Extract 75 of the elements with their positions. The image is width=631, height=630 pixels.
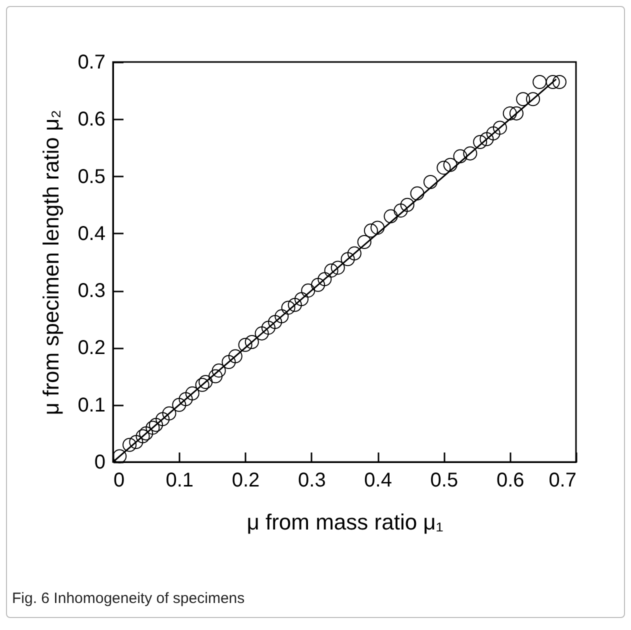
point	[222, 354, 236, 370]
y-tick-label: 0.2	[78, 337, 106, 360]
y-tick-label: 0.1	[78, 394, 106, 416]
point	[473, 134, 488, 150]
point	[139, 426, 154, 440]
x-tick-label: 0	[114, 470, 125, 492]
point	[347, 246, 362, 260]
point	[122, 438, 137, 452]
point	[244, 334, 259, 350]
point	[301, 284, 316, 298]
point	[492, 120, 507, 135]
point	[423, 174, 438, 190]
x-tick-label: 0.2	[232, 470, 260, 492]
point	[172, 398, 186, 412]
point	[546, 74, 560, 90]
point	[330, 260, 345, 275]
point	[394, 204, 408, 218]
point	[178, 392, 193, 406]
point	[436, 160, 451, 175]
point	[502, 106, 517, 120]
point	[486, 126, 500, 140]
point	[311, 278, 326, 292]
point	[400, 198, 414, 212]
point	[198, 374, 213, 390]
x-tick-label: 0.5	[430, 470, 458, 492]
point	[129, 434, 144, 450]
y-tick-label: 0.3	[78, 280, 106, 302]
y-tick-label: 0	[94, 452, 106, 474]
point	[509, 106, 524, 120]
y-tick-label: 0.5	[78, 166, 106, 188]
point	[136, 429, 150, 444]
point	[516, 92, 530, 106]
point	[228, 349, 242, 364]
point	[526, 92, 540, 106]
point	[274, 309, 289, 324]
point	[185, 386, 200, 400]
point	[480, 132, 494, 146]
point	[463, 146, 478, 160]
x-tick-label: 0.3	[298, 470, 326, 492]
point	[357, 234, 372, 250]
point	[162, 406, 176, 420]
point	[148, 418, 164, 432]
point	[364, 224, 378, 238]
x-tick-label: 0.6	[496, 470, 524, 492]
point	[208, 369, 223, 384]
point	[340, 252, 355, 266]
point	[370, 220, 385, 235]
point	[212, 364, 226, 378]
point	[146, 420, 160, 435]
point	[443, 158, 458, 172]
y-tick-label: 0.4	[78, 222, 106, 245]
y-tick-label: 0.7	[78, 52, 106, 74]
x-tick-label: 0.7	[548, 470, 576, 492]
point	[281, 300, 296, 315]
y-axis-title: μ from specimen length ratio μ₂	[38, 110, 64, 416]
point	[532, 74, 547, 90]
point	[238, 338, 252, 352]
x-tick-label: 0.4	[364, 470, 392, 492]
point	[324, 264, 338, 278]
caption: Fig. 6 Inhomogeneity of specimens	[12, 590, 245, 607]
point	[552, 74, 566, 90]
point	[156, 412, 170, 426]
point	[195, 378, 210, 392]
point	[318, 272, 332, 286]
point	[410, 186, 424, 200]
x-axis-title: μ from mass ratio μ₁	[246, 510, 444, 534]
point	[384, 209, 398, 224]
point	[288, 298, 302, 312]
point	[254, 326, 269, 340]
y-tick-label: 0.6	[78, 108, 106, 131]
point	[453, 149, 468, 164]
point	[294, 292, 309, 306]
point	[261, 320, 276, 335]
x-tick-label: 0.1	[166, 470, 194, 492]
point	[268, 314, 282, 330]
